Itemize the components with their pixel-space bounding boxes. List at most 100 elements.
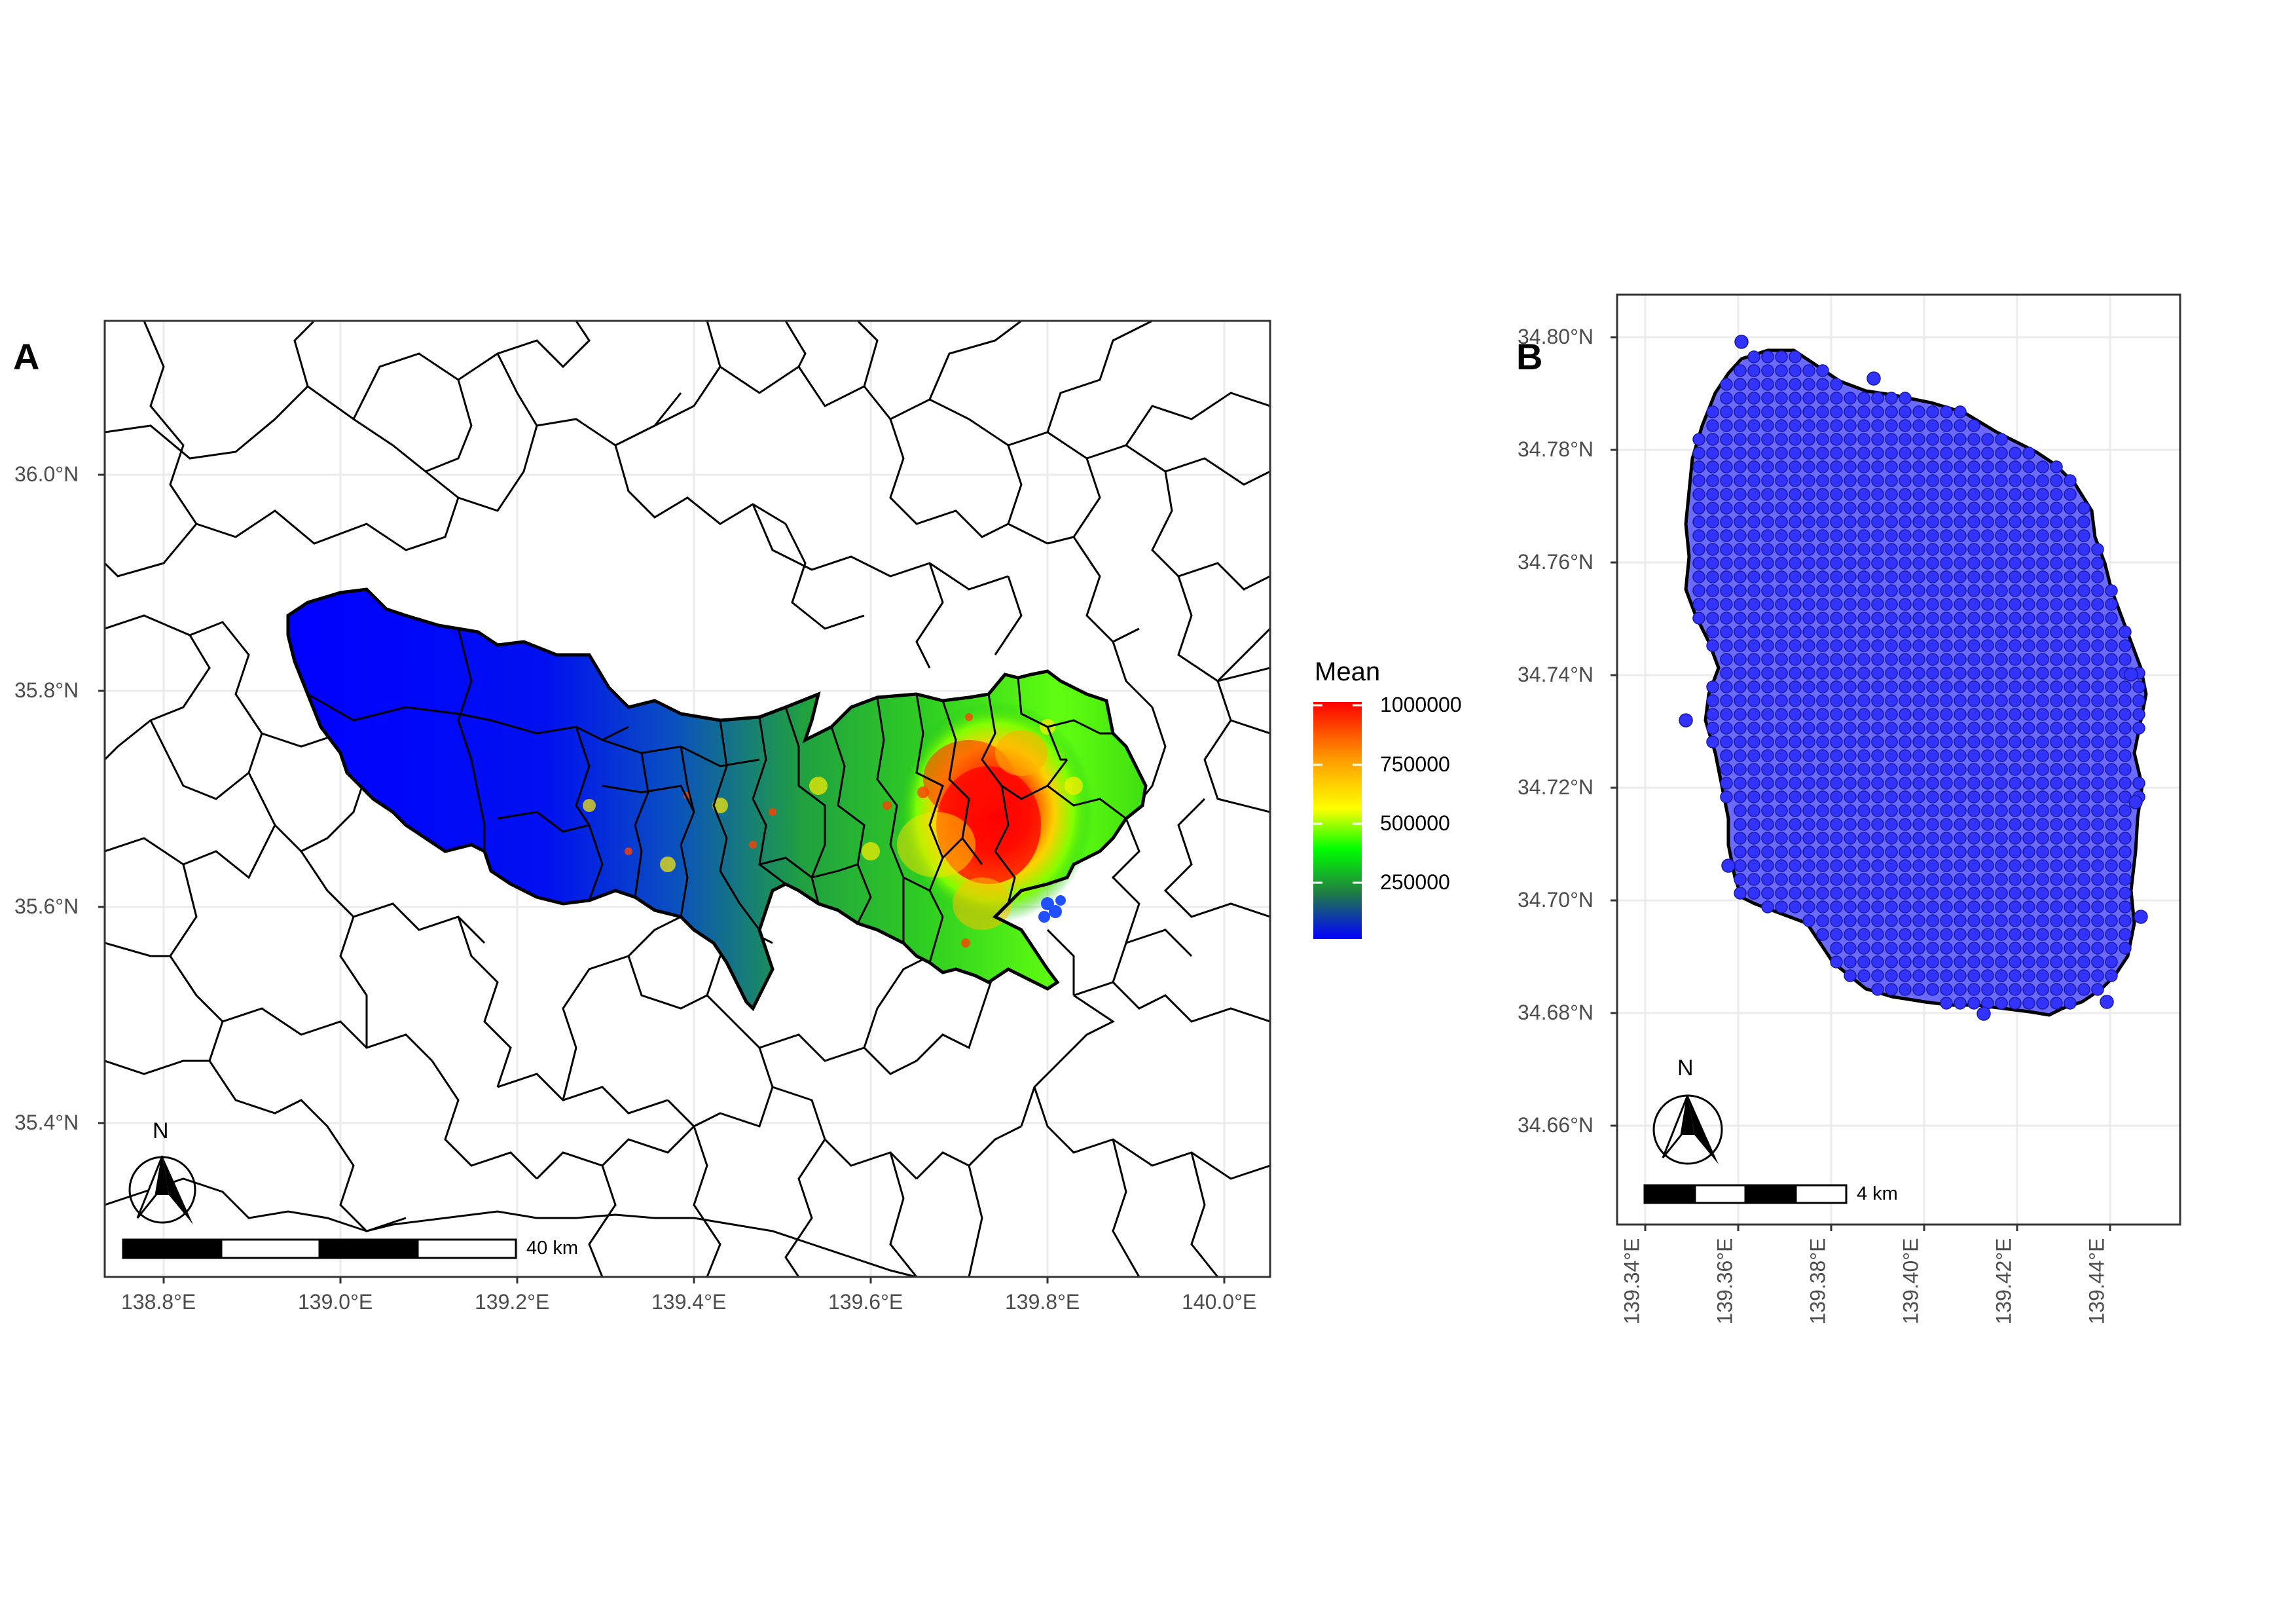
- sample-point: [1692, 584, 1705, 597]
- sample-point: [1857, 969, 1870, 982]
- sample-point: [2091, 557, 2104, 570]
- sample-point: [2077, 832, 2090, 845]
- sample-point: [1720, 392, 1733, 405]
- sample-point: [2091, 570, 2104, 583]
- sample-point: [1926, 405, 1939, 418]
- sample-point: [1816, 460, 1829, 473]
- sample-point: [2077, 955, 2090, 969]
- sample-point: [1747, 694, 1760, 707]
- sample-point: [1761, 557, 1774, 570]
- sample-point: [1871, 928, 1884, 941]
- sample-point: [1954, 955, 1967, 969]
- sample-point: [1706, 529, 1719, 542]
- sample-point: [1954, 887, 1967, 900]
- sample-point: [1706, 708, 1719, 721]
- sample-point: [1871, 722, 1884, 735]
- sample-point: [1761, 777, 1774, 790]
- sample-point: [1967, 447, 1980, 460]
- sample-point: [2022, 749, 2035, 762]
- sample-point: [1761, 364, 1774, 377]
- sample-point: [1995, 942, 2008, 955]
- sample-point: [1734, 859, 1747, 872]
- sample-point: [1926, 474, 1939, 487]
- sample-point: [2022, 460, 2035, 473]
- sample-point: [1885, 983, 1898, 996]
- sample-point: [1789, 378, 1802, 391]
- sample-point: [1761, 639, 1774, 652]
- sample-point: [2091, 969, 2104, 982]
- sample-point: [1789, 639, 1802, 652]
- sample-point: [1926, 722, 1939, 735]
- sample-point: [2077, 667, 2090, 680]
- sample-point: [1940, 433, 1953, 446]
- sample-point: [1761, 694, 1774, 707]
- sample-point: [1940, 419, 1953, 432]
- sample-point: [2119, 749, 2132, 762]
- sample-point: [1940, 804, 1953, 817]
- sample-point: [1940, 942, 1953, 955]
- sample-point: [2036, 625, 2049, 638]
- sample-point: [2091, 735, 2104, 748]
- sample-point: [1830, 942, 1843, 955]
- sample-point: [1912, 433, 1925, 446]
- panel-a-x-tick: 139.2°E: [475, 1290, 550, 1314]
- sample-point: [1926, 818, 1939, 831]
- sample-point: [1871, 570, 1884, 583]
- sample-point: [2091, 708, 2104, 721]
- sample-point: [1816, 818, 1829, 831]
- sample-point: [2064, 914, 2077, 927]
- sample-point: [1926, 460, 1939, 473]
- sample-point: [2064, 763, 2077, 776]
- sample-point: [1816, 639, 1829, 652]
- sample-point: [1830, 667, 1843, 680]
- sample-point: [1926, 763, 1939, 776]
- sample-point: [1940, 612, 1953, 625]
- sample-point: [2105, 928, 2118, 941]
- sample-point: [1967, 488, 1980, 501]
- sample-point: [1981, 818, 1994, 831]
- sample-point: [2009, 969, 2022, 982]
- sample-point: [1899, 625, 1912, 638]
- sample-point: [1926, 969, 1939, 982]
- sample-point: [1912, 969, 1925, 982]
- sample-point: [1720, 790, 1733, 803]
- sample-point: [1885, 612, 1898, 625]
- sample-point: [1981, 749, 1994, 762]
- sample-point: [1720, 625, 1733, 638]
- sample-point: [1871, 845, 1884, 858]
- sample-point: [1912, 460, 1925, 473]
- sample-point: [1802, 653, 1815, 666]
- sample-point: [2009, 942, 2022, 955]
- sample-point: [1761, 584, 1774, 597]
- sample-point: [2050, 887, 2063, 900]
- sample-point: [1981, 955, 1994, 969]
- sample-point: [2050, 708, 2063, 721]
- sample-point: [1885, 873, 1898, 886]
- sample-point: [1940, 818, 1953, 831]
- sample-point: [1789, 598, 1802, 611]
- sample-point: [1830, 722, 1843, 735]
- sample-point: [1912, 914, 1925, 927]
- sample-point: [1789, 529, 1802, 542]
- sample-point: [1802, 405, 1815, 418]
- sample-point: [2050, 502, 2063, 515]
- sample-point: [1954, 653, 1967, 666]
- sample-point: [1967, 474, 1980, 487]
- sample-point: [2050, 845, 2063, 858]
- sample-point: [1995, 955, 2008, 969]
- sample-point: [1926, 735, 1939, 748]
- sample-point: [1747, 777, 1760, 790]
- sample-point: [1954, 928, 1967, 941]
- sample-point: [2050, 557, 2063, 570]
- sample-point: [1761, 859, 1774, 872]
- sample-point: [1830, 447, 1843, 460]
- sample-point: [1954, 983, 1967, 996]
- sample-point: [1802, 749, 1815, 762]
- sample-point: [1926, 447, 1939, 460]
- sample-point: [2105, 612, 2118, 625]
- sample-point: [1775, 639, 1788, 652]
- sample-point: [1940, 639, 1953, 652]
- sample-point: [1940, 914, 1953, 927]
- sample-point: [1775, 777, 1788, 790]
- sample-point: [1720, 667, 1733, 680]
